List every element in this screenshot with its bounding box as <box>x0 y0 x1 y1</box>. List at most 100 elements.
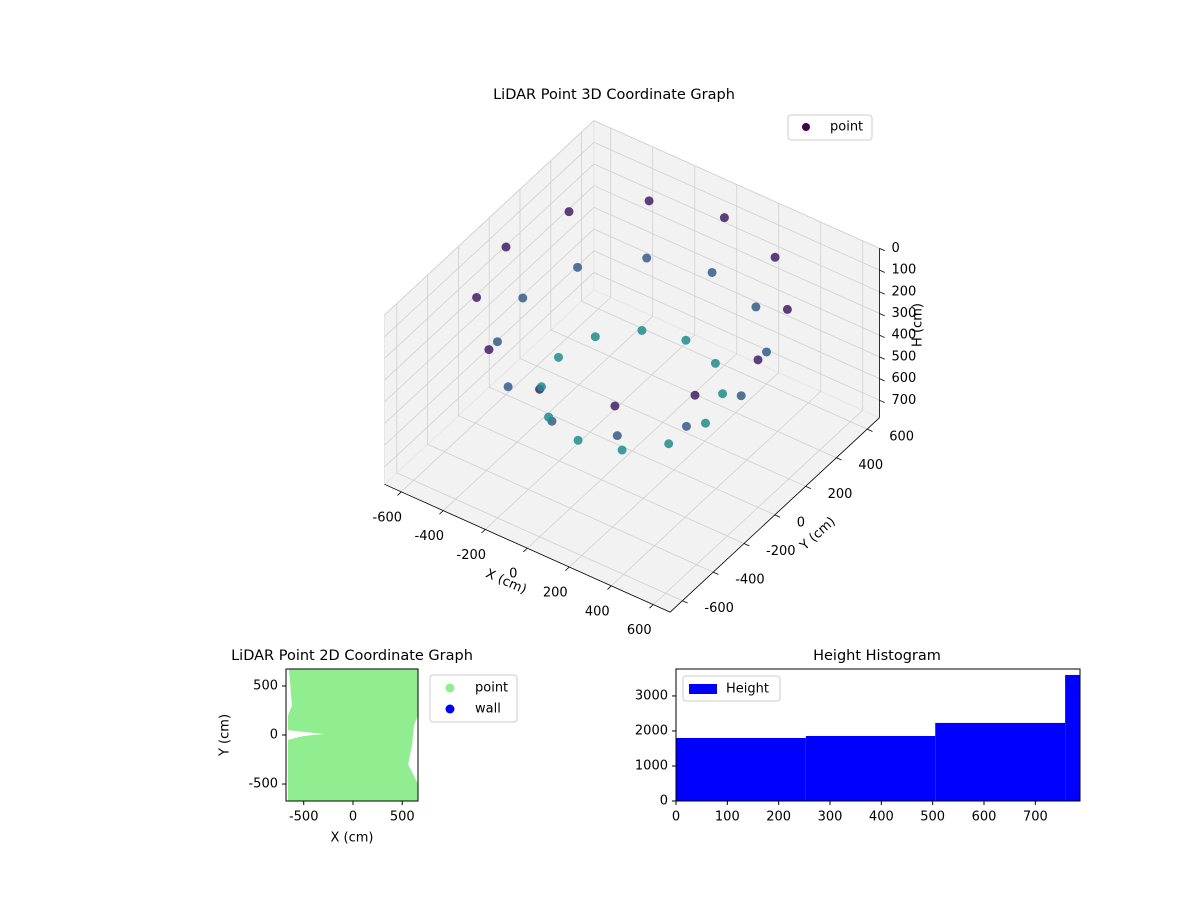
point <box>710 358 720 368</box>
y-tick-label: 600 <box>889 430 914 445</box>
tick-mark <box>879 399 885 404</box>
y-tick-label: 0 <box>797 515 805 530</box>
grid-line <box>593 120 880 249</box>
bar <box>805 735 936 801</box>
tick-mark <box>713 571 719 575</box>
tick-mark <box>879 313 885 317</box>
point <box>637 325 647 335</box>
tick-mark <box>397 491 402 496</box>
chart-title: LiDAR Point 2D Coordinate Graph <box>231 648 473 664</box>
chart-title: Height Histogram <box>813 648 941 664</box>
x-tick-label: 100 <box>715 810 740 825</box>
x-tick-label: 0 <box>349 810 357 825</box>
y-tick-label: 0 <box>660 794 668 809</box>
point <box>751 302 761 312</box>
plot-area <box>287 669 418 801</box>
tick-mark <box>774 514 781 518</box>
point <box>736 391 746 401</box>
x-tick-label: 0 <box>509 567 517 582</box>
tick-mark <box>879 248 885 252</box>
z-tick-label: 700 <box>892 393 917 408</box>
y-tick-label: -600 <box>704 601 734 616</box>
tick-mark <box>879 334 885 338</box>
y-tick-label: 0 <box>270 728 278 743</box>
legend-marker <box>445 704 455 714</box>
z-tick-label: 200 <box>892 284 917 299</box>
point <box>681 421 691 431</box>
legend-label: wall <box>475 702 501 717</box>
y-tick-label: 1000 <box>635 758 668 773</box>
grid-line <box>458 415 745 544</box>
z-tick-label: 0 <box>892 241 900 256</box>
point <box>610 401 620 411</box>
tick-mark <box>867 428 873 432</box>
x-tick-label: 500 <box>920 810 945 825</box>
tick-mark <box>565 566 570 571</box>
legend-label: Height <box>726 682 769 697</box>
y-tick-label: 2000 <box>635 723 668 738</box>
x-tick-label: 500 <box>390 810 415 825</box>
point <box>664 439 674 449</box>
point <box>590 332 600 342</box>
y-tick-label: -200 <box>766 544 796 559</box>
legend-label: point <box>475 681 508 696</box>
legend-label: point <box>830 120 863 135</box>
point <box>472 292 482 302</box>
point <box>573 435 583 445</box>
grid-line <box>593 163 880 293</box>
y-axis-label: Y (cm) <box>218 714 233 757</box>
chart-title: LiDAR Point 3D Coordinate Graph <box>493 87 735 103</box>
legend-marker <box>802 123 810 131</box>
z-tick-label: 300 <box>892 306 917 321</box>
axis-line <box>669 417 880 613</box>
point <box>501 242 511 252</box>
x-tick-label: 200 <box>543 586 568 601</box>
point <box>503 382 513 392</box>
axes-frame <box>675 668 1081 802</box>
point <box>762 347 772 357</box>
grid-line <box>384 207 595 403</box>
grid-line <box>384 228 595 424</box>
grid-line <box>519 358 806 487</box>
grid-line <box>384 120 595 316</box>
tick-mark <box>607 585 612 590</box>
point <box>644 196 654 206</box>
x-tick-label: 600 <box>627 623 652 638</box>
x-tick-label: 0 <box>672 810 680 825</box>
tick-mark <box>805 485 812 490</box>
x-tick-label: -200 <box>457 548 487 563</box>
point <box>701 418 710 428</box>
grid-line <box>593 207 880 336</box>
tick-mark <box>879 291 885 295</box>
legend-marker <box>445 683 455 693</box>
point <box>681 335 691 345</box>
z-tick-label: 600 <box>892 371 917 386</box>
x-tick-label: -600 <box>373 510 403 525</box>
grid-line <box>581 300 868 430</box>
point <box>492 337 502 347</box>
grid-line <box>396 472 683 602</box>
point <box>544 412 554 422</box>
x-tick-label: 300 <box>818 810 843 825</box>
bar <box>1065 674 1080 801</box>
x-tick-label: 600 <box>972 810 997 825</box>
point <box>484 345 494 355</box>
point <box>564 207 574 217</box>
grid-line <box>593 250 880 379</box>
y-tick-label: 3000 <box>635 688 668 703</box>
grid-line <box>593 228 880 358</box>
bar <box>676 737 806 801</box>
x-tick-label: 400 <box>585 604 610 619</box>
grid-line <box>384 141 595 338</box>
z-tick-label: 100 <box>892 263 917 278</box>
tick-mark <box>879 269 885 273</box>
axis-line <box>384 483 671 613</box>
tick-mark <box>481 529 486 534</box>
y-tick-label: 200 <box>828 487 853 502</box>
tick-mark <box>682 600 688 604</box>
bar <box>935 722 1066 801</box>
point <box>719 213 729 223</box>
point <box>617 445 627 455</box>
point <box>690 390 700 400</box>
point <box>718 389 728 399</box>
